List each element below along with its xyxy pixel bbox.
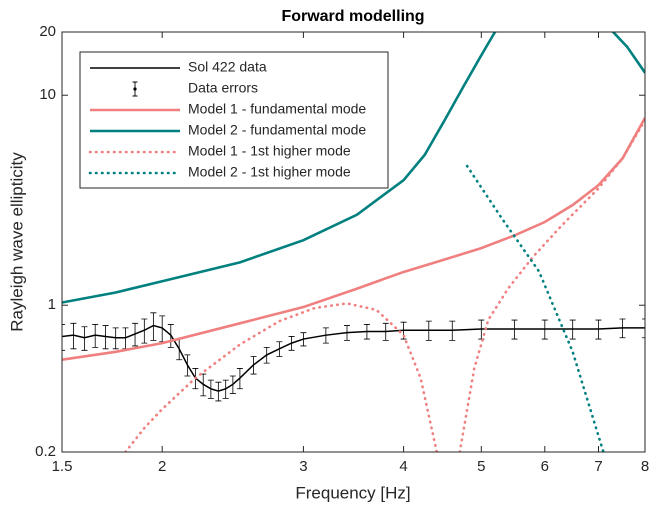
- legend-label: Model 1 - 1st higher mode: [188, 143, 351, 159]
- error-bar: [642, 318, 645, 339]
- y-tick-label: 0.2: [35, 443, 56, 460]
- y-tick-label: 20: [39, 23, 56, 40]
- x-axis-label: Frequency [Hz]: [295, 483, 410, 502]
- legend-label: Model 1 - fundamental mode: [188, 101, 366, 117]
- x-tick-label: 5: [477, 458, 485, 475]
- legend-label: Model 2 - 1st higher mode: [188, 164, 351, 180]
- x-tick-label: 1.5: [52, 458, 73, 475]
- x-tick-label: 2: [158, 458, 166, 475]
- series-line: [465, 164, 605, 452]
- chart-title: Forward modelling: [281, 8, 424, 25]
- x-tick-label: 7: [594, 458, 602, 475]
- series-line: [62, 32, 645, 304]
- x-tick-label: 8: [641, 458, 649, 475]
- legend-label: Data errors: [188, 80, 258, 96]
- error-bar: [150, 312, 157, 341]
- x-tick-label: 6: [541, 458, 549, 475]
- plot-layer: [62, 32, 645, 452]
- y-axis-label: Rayleigh wave ellipticity: [7, 152, 26, 332]
- x-tick-label: 4: [399, 458, 407, 475]
- series-line: [62, 117, 645, 362]
- legend-label: Model 2 - fundamental mode: [188, 122, 366, 138]
- legend: Sol 422 data Data errors Model 1 - fundame…: [79, 51, 389, 189]
- y-tick-label: 10: [39, 86, 56, 103]
- error-bar: [70, 322, 77, 350]
- series-line: [124, 118, 645, 452]
- legend-swatch: [133, 87, 137, 91]
- y-tick-label: 1: [48, 296, 56, 313]
- error-bar: [62, 324, 65, 351]
- series-line: [62, 324, 645, 392]
- plot-frame: [61, 31, 646, 453]
- x-tick-label: 3: [299, 458, 307, 475]
- legend-label: Sol 422 data: [188, 59, 267, 75]
- legend-box: [79, 51, 389, 189]
